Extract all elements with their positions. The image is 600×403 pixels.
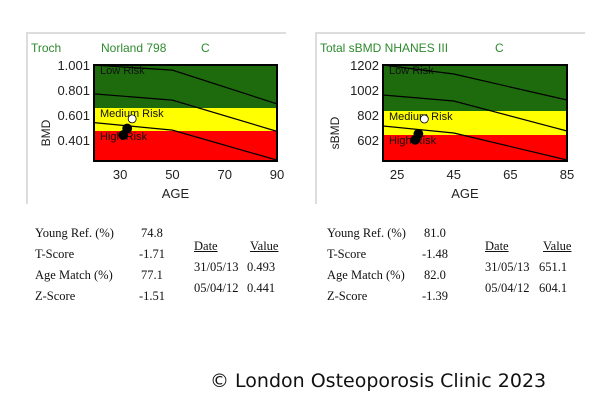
y-tick-label: 1.001 — [57, 58, 90, 73]
y-tick-label: 602 — [357, 133, 379, 148]
y-tick-label: 0.601 — [57, 108, 90, 123]
label-z-score: Z-Score — [327, 289, 368, 303]
copyright-footer: © London Osteoporosis Clinic 2023 — [210, 370, 547, 392]
x-tick-label: 25 — [390, 167, 404, 182]
label-t-score: T-Score — [327, 247, 367, 261]
value-header: Value — [543, 239, 572, 253]
x-tick-label: 85 — [560, 167, 574, 182]
chart-title-part: C — [495, 41, 504, 55]
x-tick-label: 90 — [270, 167, 284, 182]
risk-band — [94, 108, 277, 131]
y-tick-label: 1202 — [350, 58, 379, 73]
history-date: 05/04/12 — [194, 281, 239, 295]
x-tick-label: 45 — [447, 167, 461, 182]
x-axis-label: AGE — [451, 186, 479, 201]
reference-curve — [93, 93, 278, 132]
value-age-match: 82.0 — [424, 268, 446, 282]
x-tick-label: 70 — [217, 167, 231, 182]
chart-title-part: C — [201, 41, 210, 55]
value-t-score: -1.71 — [139, 247, 166, 261]
date-header: Date — [194, 239, 218, 253]
y-tick-label: 0.801 — [57, 83, 90, 98]
reference-curve — [382, 64, 568, 101]
data-point-previous — [410, 134, 421, 145]
history-value: 0.441 — [247, 281, 276, 295]
total-sbmd-chart-panel: Total sBMD NHANES III C Low Risk Medium Ris… — [315, 32, 585, 204]
date-header: Date — [485, 239, 509, 253]
history-value: 604.1 — [539, 281, 568, 295]
history-date: 31/05/13 — [194, 260, 239, 274]
risk-band — [94, 65, 277, 108]
chart-title-part: Total sBMD NHANES III — [320, 41, 448, 55]
history-date: 05/04/12 — [485, 281, 530, 295]
x-tick-label: 50 — [165, 167, 179, 182]
data-point-previous — [118, 130, 129, 140]
label-young-ref: Young Ref. (%) — [327, 226, 406, 240]
plot-frame — [382, 64, 568, 162]
chart-title-part: Norland 798 — [101, 41, 167, 55]
value-young-ref: 74.8 — [141, 226, 163, 240]
risk-band-label: Low Risk — [389, 65, 434, 77]
history-date: 31/05/13 — [485, 260, 530, 274]
reference-curve — [382, 125, 568, 161]
value-header: Value — [250, 239, 279, 253]
x-axis-label: AGE — [162, 186, 190, 201]
data-point-current — [127, 114, 137, 124]
y-tick-label: 802 — [357, 108, 379, 123]
value-young-ref: 81.0 — [424, 226, 446, 240]
x-tick-label: 65 — [503, 167, 517, 182]
risk-band — [383, 65, 567, 111]
label-age-match: Age Match (%) — [327, 268, 405, 282]
reference-curve — [382, 94, 568, 132]
data-point-current — [419, 114, 429, 124]
risk-band-label: Medium Risk — [100, 108, 164, 120]
history-value: 651.1 — [539, 260, 568, 274]
reference-curve — [93, 122, 278, 161]
label-z-score: Z-Score — [35, 289, 76, 303]
troch-chart-panel: Troch Norland 798 C Low Risk Medium Risk High… — [26, 32, 286, 204]
reference-curve — [93, 64, 278, 105]
y-tick-label: 0.401 — [57, 133, 90, 148]
x-tick-label: 30 — [113, 167, 127, 182]
value-age-match: 77.1 — [141, 268, 163, 282]
label-age-match: Age Match (%) — [35, 268, 113, 282]
history-value: 0.493 — [247, 260, 276, 274]
value-t-score: -1.48 — [422, 247, 449, 261]
label-t-score: T-Score — [35, 247, 75, 261]
plot-frame — [93, 64, 278, 162]
value-z-score: -1.51 — [139, 289, 166, 303]
value-z-score: -1.39 — [422, 289, 449, 303]
y-axis-label: BMD — [39, 119, 53, 146]
label-young-ref: Young Ref. (%) — [35, 226, 114, 240]
y-tick-label: 1002 — [350, 83, 379, 98]
y-axis-label: sBMD — [328, 116, 342, 149]
chart-title-part: Troch — [31, 41, 61, 55]
